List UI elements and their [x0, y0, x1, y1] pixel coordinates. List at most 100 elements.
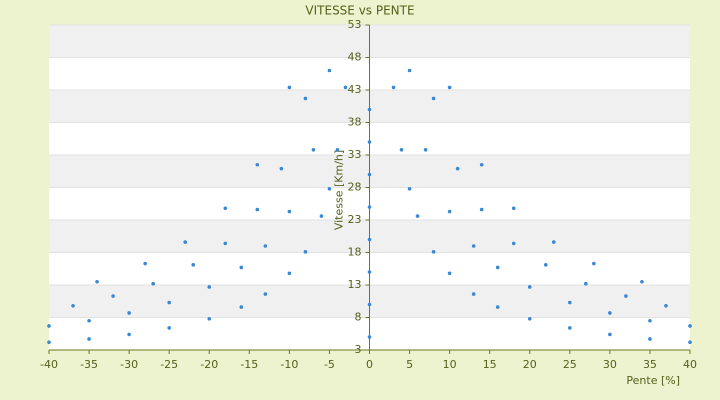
- point: [648, 337, 652, 341]
- point: [399, 148, 404, 152]
- x-tick-label: 40: [683, 358, 697, 371]
- point: [407, 187, 412, 191]
- point: [479, 207, 484, 212]
- point: [640, 279, 644, 284]
- point: [471, 244, 476, 248]
- y-tick-label: 53: [348, 18, 362, 31]
- point: [87, 318, 91, 323]
- point: [511, 206, 516, 211]
- point: [391, 85, 396, 90]
- point: [87, 337, 91, 341]
- point: [303, 96, 308, 101]
- x-tick-label: 5: [406, 358, 413, 371]
- x-tick-label: -35: [80, 358, 98, 371]
- point: [367, 237, 372, 242]
- point: [111, 294, 115, 298]
- point: [207, 285, 212, 289]
- point: [127, 311, 131, 315]
- point: [303, 250, 308, 254]
- point: [471, 292, 476, 296]
- point: [431, 96, 436, 101]
- point: [279, 166, 284, 171]
- point: [183, 240, 188, 244]
- x-tick-label: 30: [603, 358, 617, 371]
- point: [568, 326, 572, 330]
- x-tick-label: 25: [563, 358, 577, 371]
- point: [479, 162, 484, 167]
- point: [47, 340, 51, 345]
- point: [608, 311, 612, 315]
- point: [664, 304, 668, 308]
- x-tick-label: 35: [643, 358, 657, 371]
- point: [527, 317, 532, 321]
- point: [167, 300, 171, 305]
- point: [495, 305, 500, 309]
- x-axis-label: Pente [%]: [626, 374, 680, 387]
- point: [47, 324, 51, 328]
- chart-title: VITESSE vs PENTE: [305, 4, 414, 18]
- point: [239, 305, 244, 309]
- point: [447, 209, 452, 214]
- point: [688, 324, 692, 328]
- point: [367, 205, 372, 209]
- point: [335, 148, 340, 152]
- point: [255, 162, 260, 167]
- point: [407, 68, 412, 73]
- point: [688, 340, 692, 345]
- point: [543, 263, 548, 267]
- point: [223, 206, 228, 211]
- point: [648, 318, 652, 323]
- y-tick-label: 13: [348, 278, 362, 291]
- point: [367, 140, 372, 144]
- point: [431, 250, 436, 254]
- point: [367, 172, 372, 177]
- point: [143, 261, 147, 266]
- point: [568, 300, 572, 305]
- x-tick-label: -20: [200, 358, 218, 371]
- point: [191, 263, 196, 267]
- x-tick-label: -40: [40, 358, 58, 371]
- point: [592, 261, 596, 266]
- point: [95, 279, 99, 284]
- point: [127, 332, 131, 337]
- x-tick-label: 0: [366, 358, 373, 371]
- x-tick-label: 10: [443, 358, 457, 371]
- point: [151, 281, 155, 286]
- point: [287, 85, 292, 90]
- point: [511, 241, 516, 246]
- point: [455, 166, 460, 171]
- point: [207, 317, 212, 321]
- point: [263, 292, 268, 296]
- point: [263, 244, 268, 248]
- x-tick-label: -25: [160, 358, 178, 371]
- point: [415, 214, 420, 218]
- y-tick-label: 8: [355, 311, 362, 324]
- point: [367, 107, 372, 112]
- x-tick-label: -30: [120, 358, 138, 371]
- point: [608, 332, 612, 337]
- point: [551, 240, 556, 244]
- x-tick-label: -15: [240, 358, 258, 371]
- point: [367, 335, 372, 339]
- point: [311, 148, 316, 152]
- point: [624, 294, 628, 298]
- point: [447, 271, 452, 276]
- y-tick-label: 33: [348, 148, 362, 161]
- x-tick-label: -10: [280, 358, 298, 371]
- point: [447, 85, 452, 90]
- x-tick-label: 15: [483, 358, 497, 371]
- y-tick-label: 48: [348, 51, 362, 64]
- y-axis-label: Vitesse [Km/h]: [333, 150, 346, 230]
- y-tick-label: 43: [348, 83, 362, 96]
- y-tick-label: 23: [348, 213, 362, 226]
- point: [367, 270, 372, 274]
- point: [255, 207, 260, 212]
- point: [367, 302, 372, 307]
- point: [495, 265, 500, 270]
- point: [167, 326, 171, 330]
- point: [319, 214, 324, 218]
- y-tick-label: 38: [348, 116, 362, 129]
- point: [327, 68, 332, 73]
- point: [239, 265, 244, 270]
- point: [287, 209, 292, 214]
